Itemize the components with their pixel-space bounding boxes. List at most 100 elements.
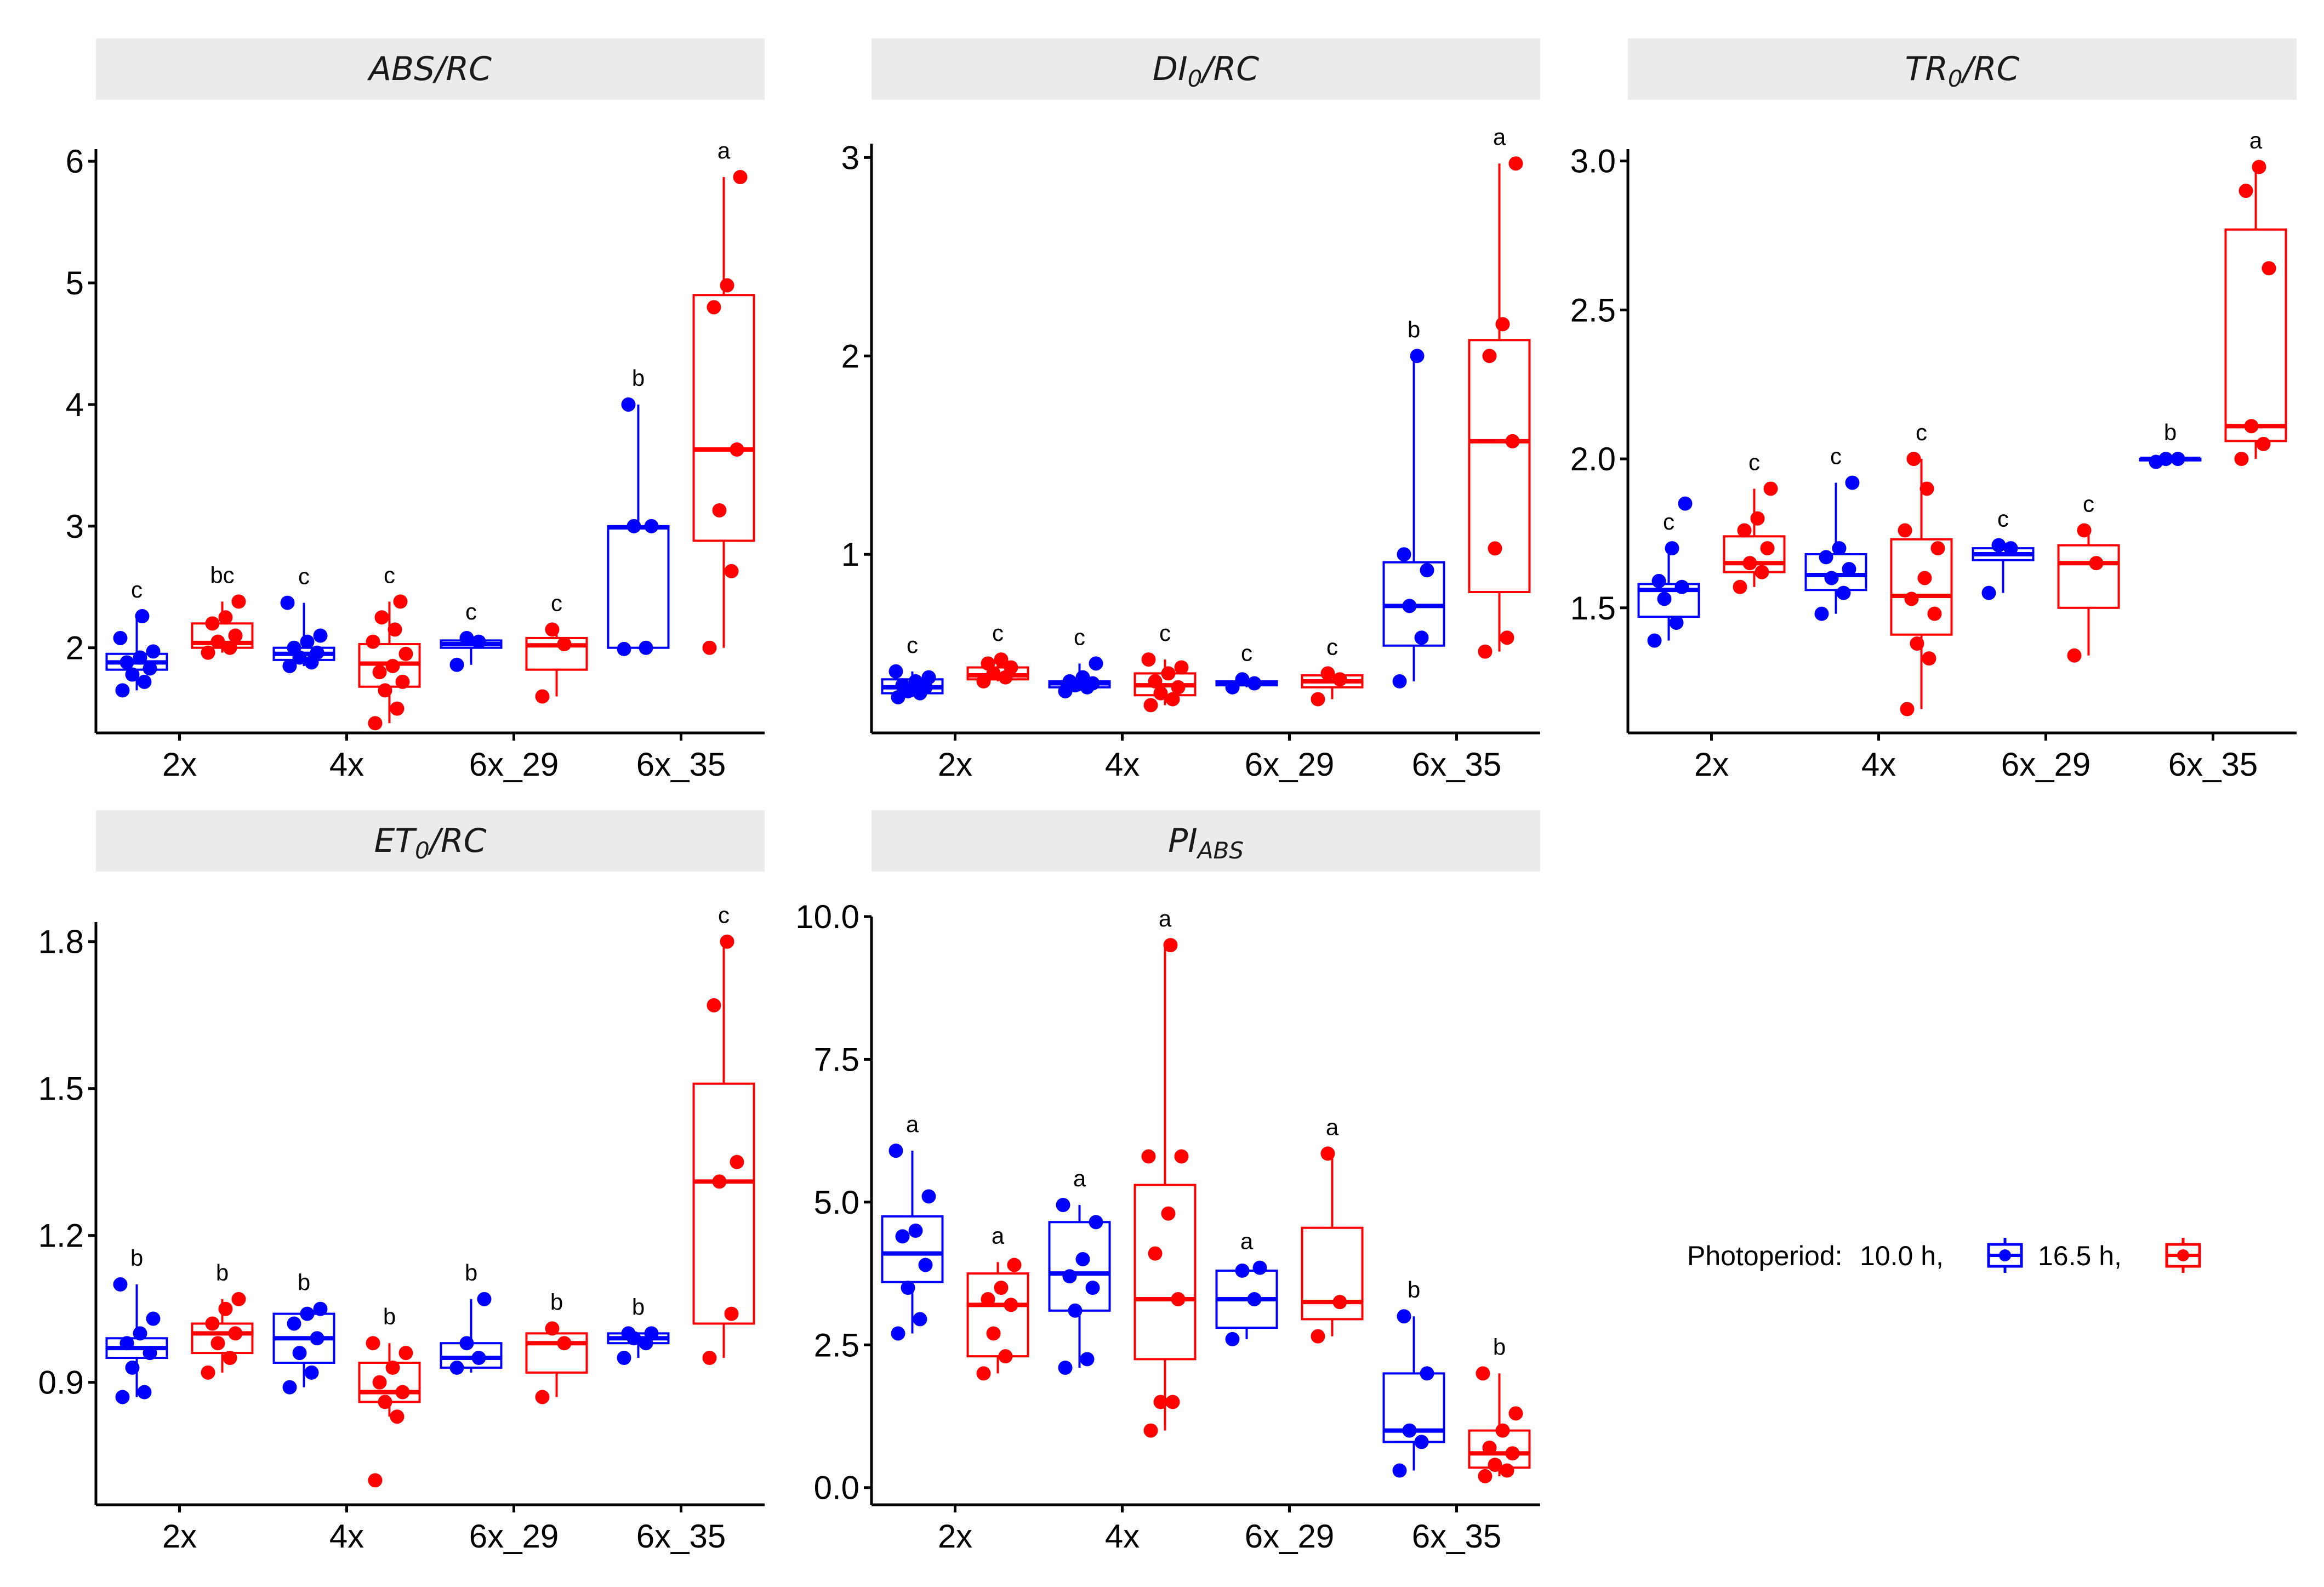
data-point (1476, 1366, 1490, 1381)
data-point (986, 1326, 1001, 1341)
data-point (1085, 1281, 1100, 1295)
data-point (125, 667, 140, 682)
data-point (1500, 1463, 1514, 1478)
data-point (2256, 436, 2271, 451)
data-point (310, 645, 324, 660)
data-point (1171, 680, 1186, 695)
panel-5: PIABS 0.0 2.5 5.0 7.5 10.0 2x 4x 6x_29 6x_35 a a a b a… (795, 810, 1540, 1555)
box-100h-4x: a (1048, 1165, 1111, 1375)
panel-strip (872, 38, 1540, 100)
data-point (1981, 585, 1996, 600)
panel-strip (96, 810, 765, 872)
panel-title-rest: /RC (1199, 50, 1259, 88)
box-iqr (2224, 228, 2287, 442)
x-tick-label: 4x (329, 746, 364, 783)
data-point (1165, 692, 1180, 707)
significance-letter: c (718, 902, 730, 928)
data-point (1420, 1366, 1434, 1381)
data-point (1750, 511, 1765, 526)
data-point (137, 1385, 152, 1400)
data-point (1674, 579, 1689, 594)
data-point (1247, 676, 1262, 691)
data-point (366, 634, 380, 649)
data-point (385, 658, 400, 673)
data-point (908, 674, 923, 689)
significance-letter: b (632, 365, 645, 391)
box-100h-6x_35: b (607, 365, 670, 656)
x-tick-label: 6x_29 (469, 1518, 559, 1555)
significance-letter: b (1408, 1277, 1420, 1302)
data-point (1062, 674, 1077, 689)
data-point (1508, 156, 1523, 171)
significance-letter: c (1663, 509, 1674, 534)
x-tick-label: 6x_29 (2001, 746, 2091, 783)
data-point (1845, 475, 1860, 490)
box-iqr (1382, 1372, 1445, 1443)
y-tick-label: 1.8 (38, 924, 84, 960)
data-point (1235, 1263, 1250, 1278)
data-point (1665, 541, 1679, 556)
data-point (1919, 481, 1934, 496)
data-point (135, 609, 150, 623)
data-point (981, 656, 995, 671)
data-point (712, 503, 727, 517)
panel-title-sub: 0 (1948, 65, 1963, 92)
data-point (921, 1189, 936, 1204)
y-tick-label: 2 (66, 630, 84, 667)
data-point (891, 1326, 905, 1341)
data-point (146, 1311, 161, 1326)
box-100h-6x_35: b (607, 1294, 670, 1366)
significance-letter: c (1997, 506, 2009, 532)
data-point (372, 665, 387, 680)
significance-letter: c (2083, 491, 2094, 517)
data-point (707, 300, 721, 315)
data-point (146, 644, 161, 659)
data-point (545, 1321, 560, 1336)
data-point (2077, 523, 2092, 538)
data-point (702, 640, 717, 655)
significance-letter: c (1241, 640, 1252, 665)
legend-key-16h (2165, 1238, 2201, 1273)
box-iqr (692, 1082, 755, 1325)
significance-letter: b (1408, 316, 1420, 342)
data-point (1478, 644, 1493, 659)
data-point (398, 1346, 413, 1361)
data-point (1058, 1360, 1073, 1375)
panel-title-sub: ABS (1196, 837, 1244, 864)
data-point (143, 1346, 157, 1361)
box-iqr (881, 1215, 944, 1283)
data-point (1397, 547, 1411, 562)
data-point (888, 1144, 903, 1158)
data-point (895, 678, 910, 693)
data-point (449, 1360, 464, 1375)
panel-title-main: ET (374, 822, 417, 860)
data-point (617, 1351, 631, 1366)
box-165h-6x_29: c (1301, 634, 1364, 707)
box-165h-6x_29: a (1301, 1114, 1364, 1344)
significance-letter: c (131, 577, 143, 602)
data-point (1737, 523, 1752, 538)
data-point (280, 595, 295, 610)
data-point (702, 1351, 717, 1366)
significance-letter: c (992, 620, 1004, 646)
data-point (218, 610, 233, 625)
data-point (1733, 579, 1747, 594)
box-100h-4x: c (272, 564, 335, 673)
data-point (385, 1360, 400, 1375)
box-165h-6x_35: a (1468, 124, 1531, 659)
data-point (1143, 1423, 1158, 1438)
data-point (2089, 556, 2104, 571)
significance-letter: c (1748, 449, 1760, 475)
data-point (1760, 541, 1775, 556)
data-point (639, 640, 653, 655)
data-point (981, 1292, 995, 1306)
data-point (1657, 591, 1672, 606)
data-point (1420, 563, 1434, 578)
box-100h-6x_29: a (1215, 1228, 1278, 1346)
data-point (119, 1336, 134, 1351)
data-point (119, 655, 134, 670)
x-tick-label: 2x (938, 1518, 972, 1555)
x-tick-label: 6x_29 (1245, 746, 1334, 783)
box-iqr (1301, 1226, 1364, 1321)
data-point (374, 610, 389, 625)
